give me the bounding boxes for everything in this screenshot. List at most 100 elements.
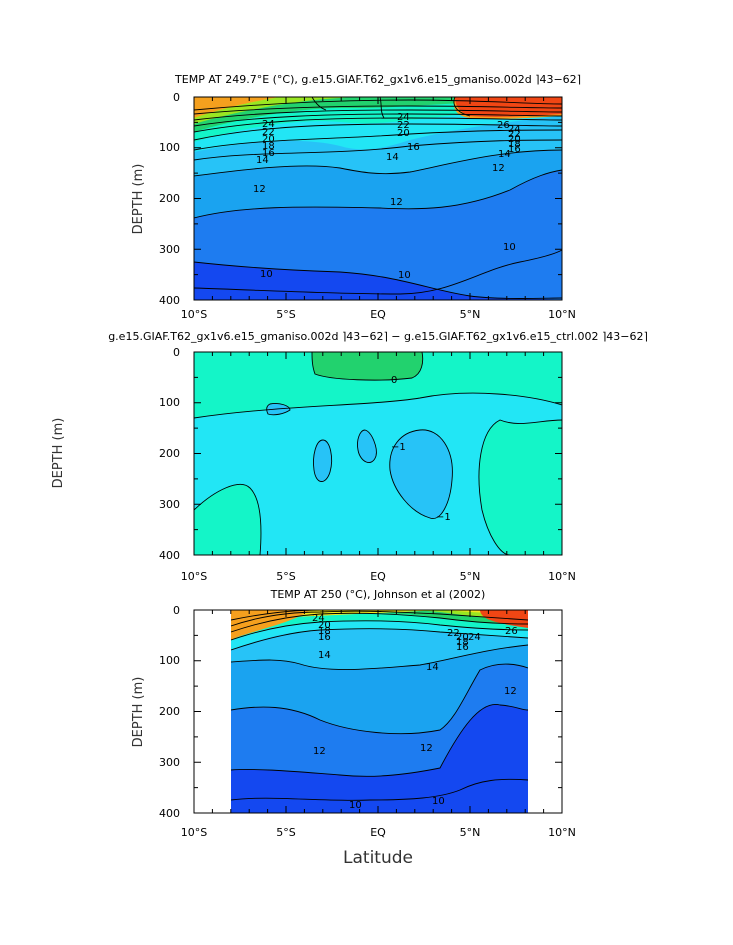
x-tick-label: 5°S xyxy=(276,826,295,839)
contour-label: 10 xyxy=(349,800,362,811)
x-tick-label: EQ xyxy=(370,826,386,839)
contour-label: 20 xyxy=(456,632,469,643)
panel-1-ylabel: DEPTH (m) xyxy=(131,164,146,235)
contour-label: 20 xyxy=(262,134,275,145)
contour-label: 18 xyxy=(508,139,521,150)
contour-label: −1 xyxy=(391,442,406,453)
x-tick-label: 10°N xyxy=(548,570,576,583)
contour-label: 22 xyxy=(508,129,521,140)
contour-label: 10 xyxy=(260,269,273,280)
panel-3: TEMP AT 250 (°C), Johnson et al (2002) xyxy=(131,588,576,868)
contour-label: 14 xyxy=(426,662,439,673)
panel-2-plot-area xyxy=(194,352,562,555)
contour-label: 16 xyxy=(407,142,420,153)
contour-label: 16 xyxy=(318,632,331,643)
contour-label: 18 xyxy=(318,626,331,637)
x-tick-label: 5°N xyxy=(460,826,481,839)
y-tick-label: 0 xyxy=(173,346,180,359)
contour-label: 12 xyxy=(253,184,266,195)
contour-label: 12 xyxy=(492,163,505,174)
contour-label: −1 xyxy=(436,512,451,523)
y-tick-label: 300 xyxy=(159,756,180,769)
contour-label: 22 xyxy=(397,120,410,131)
panel-2: g.e15.GIAF.T62_gx1v6.e15_gmaniso.002d ⌉4… xyxy=(51,330,648,583)
contour-label: 20 xyxy=(508,134,521,145)
x-tick-label: EQ xyxy=(370,570,386,583)
contour-label: 16 xyxy=(262,148,275,159)
x-tick-label: 10°S xyxy=(181,826,207,839)
x-tick-label: 10°N xyxy=(548,308,576,321)
tick-marks xyxy=(193,96,563,814)
panel-3-y-axis: 0 100 200 300 400 DEPTH (m) xyxy=(131,604,180,820)
contour-label: 10 xyxy=(398,270,411,281)
y-tick-label: 0 xyxy=(173,604,180,617)
contour-label: 20 xyxy=(318,620,331,631)
band-green xyxy=(194,97,562,132)
contour-label: 14 xyxy=(318,650,331,661)
y-tick-label: 200 xyxy=(159,705,180,718)
panel-3-x-axis: 10°S 5°S EQ 5°N 10°N Latitude xyxy=(181,826,576,868)
band-green xyxy=(231,610,528,632)
panel-3-contour-labels: 24 20 18 16 14 12 10 22 20 18 16 24 26 1… xyxy=(312,613,518,811)
panel-1-contour-labels: 24 22 20 18 16 14 12 10 24 22 20 16 14 1… xyxy=(253,112,521,281)
contour-label: 14 xyxy=(256,155,269,166)
contour-label: 18 xyxy=(456,637,469,648)
contour-label: 18 xyxy=(262,141,275,152)
contour-label: 26 xyxy=(497,120,510,131)
panel-2-contour-labels: 0 −1 −1 xyxy=(391,375,451,523)
contour-label: 26 xyxy=(505,626,518,637)
y-tick-label: 100 xyxy=(159,141,180,154)
contour-label: 10 xyxy=(432,796,445,807)
y-tick-label: 300 xyxy=(159,243,180,256)
contour-label: 0 xyxy=(391,375,397,386)
panel-2-title: g.e15.GIAF.T62_gx1v6.e15_gmaniso.002d ⌉4… xyxy=(108,330,648,343)
contour-label: 12 xyxy=(313,746,326,757)
y-tick-label: 300 xyxy=(159,498,180,511)
band-aqua xyxy=(194,352,562,418)
panel-1-x-axis: 10°S 5°S EQ 5°N 10°N xyxy=(181,308,576,321)
panel-2-x-axis: 10°S 5°S EQ 5°N 10°N xyxy=(181,570,576,583)
band-green xyxy=(312,352,423,381)
y-tick-label: 400 xyxy=(159,807,180,820)
panel-3-title: TEMP AT 250 (°C), Johnson et al (2002) xyxy=(270,588,486,601)
contour-label: 24 xyxy=(468,632,481,643)
contour-label: 22 xyxy=(262,127,275,138)
contour-label: 24 xyxy=(312,613,325,624)
contour-label: 24 xyxy=(397,112,410,123)
x-tick-label: 5°S xyxy=(276,308,295,321)
x-tick-label: 5°N xyxy=(460,570,481,583)
y-tick-label: 200 xyxy=(159,192,180,205)
contour-label: 16 xyxy=(508,144,521,155)
panel-2-ylabel: DEPTH (m) xyxy=(51,418,66,489)
x-tick-label: EQ xyxy=(370,308,386,321)
x-tick-label: 10°S xyxy=(181,570,207,583)
y-tick-label: 0 xyxy=(173,91,180,104)
x-axis-label: Latitude xyxy=(343,848,413,868)
x-tick-label: 5°N xyxy=(460,308,481,321)
contour-label: 12 xyxy=(420,743,433,754)
y-tick-label: 100 xyxy=(159,396,180,409)
panel-3-plot-area xyxy=(231,610,528,813)
x-tick-label: 10°N xyxy=(548,826,576,839)
panel-1: TEMP AT 249.7°E (°C), g.e15.GIAF.T62_gx1… xyxy=(131,73,581,321)
panel-2-y-axis: 0 100 200 300 400 DEPTH (m) xyxy=(51,346,180,562)
contour-label: 24 xyxy=(508,124,521,135)
contour-label: 24 xyxy=(262,119,275,130)
panel-1-plot-area xyxy=(194,97,562,300)
contour-label: 12 xyxy=(390,197,403,208)
x-tick-label: 5°S xyxy=(276,570,295,583)
contour-label: 10 xyxy=(503,242,516,253)
contour-label: 14 xyxy=(386,152,399,163)
y-tick-label: 400 xyxy=(159,549,180,562)
y-tick-label: 100 xyxy=(159,654,180,667)
contour-label: 14 xyxy=(498,149,511,160)
y-tick-label: 400 xyxy=(159,294,180,307)
band-sky-blue xyxy=(389,429,453,519)
contour-label: 16 xyxy=(456,642,469,653)
y-tick-label: 200 xyxy=(159,447,180,460)
contour-label: 12 xyxy=(504,686,517,697)
panel-1-y-axis: 0 100 200 300 400 DEPTH (m) xyxy=(131,91,180,307)
panel-1-title: TEMP AT 249.7°E (°C), g.e15.GIAF.T62_gx1… xyxy=(174,73,581,86)
x-tick-label: 10°S xyxy=(181,308,207,321)
